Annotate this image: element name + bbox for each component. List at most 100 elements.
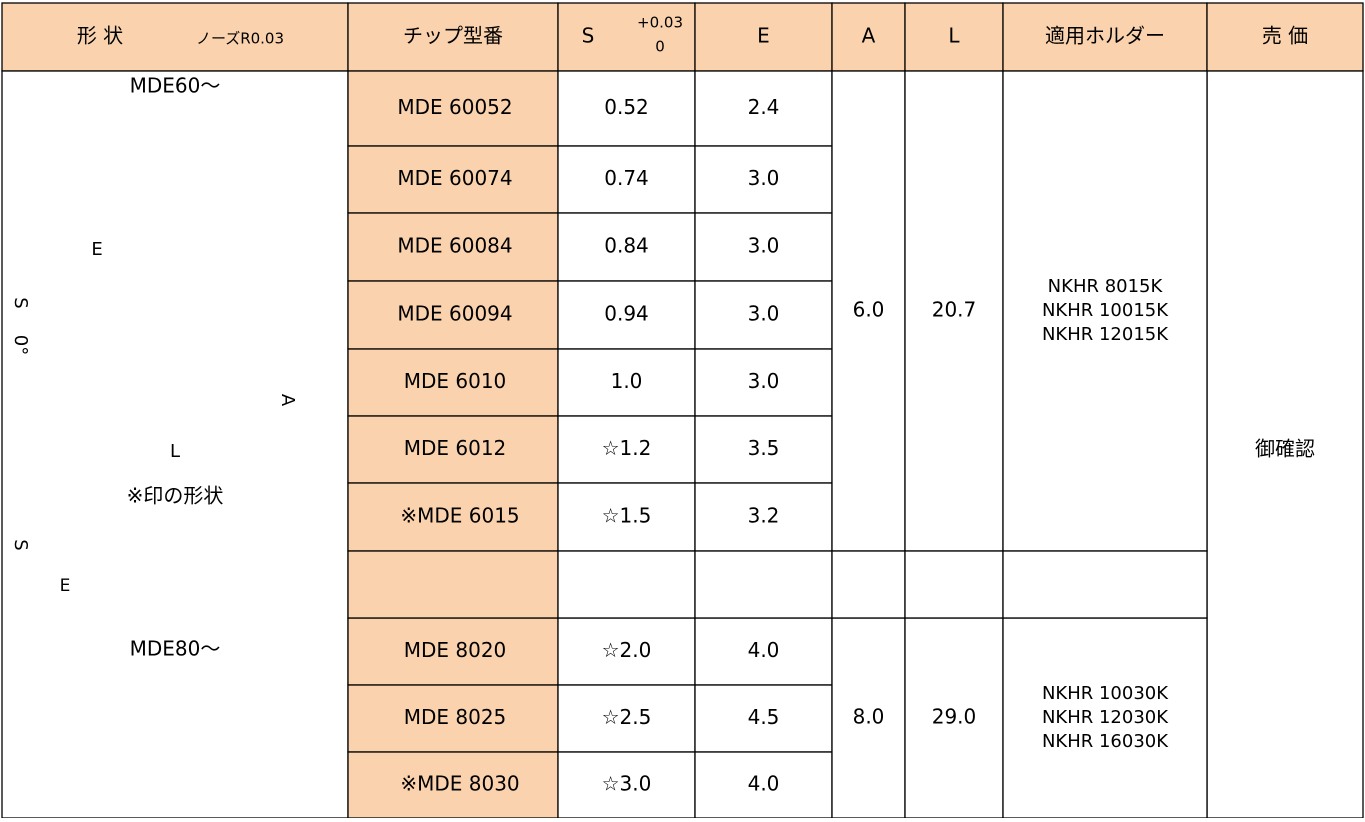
cell bbox=[831, 550, 906, 619]
cell-text: 3.0 bbox=[748, 302, 780, 326]
cell bbox=[1, 2, 349, 72]
cell-text: 1.0 bbox=[611, 369, 643, 393]
cell-text: S bbox=[10, 539, 31, 550]
cell bbox=[557, 348, 696, 417]
cell-text: ノーズR0.03 bbox=[196, 30, 284, 48]
cell-text: 0.52 bbox=[604, 95, 649, 119]
cell bbox=[831, 617, 906, 819]
cell-text: ☆1.5 bbox=[602, 504, 652, 528]
cell bbox=[694, 348, 833, 417]
cell-text: MDE 60094 bbox=[397, 302, 512, 326]
cell-text: 0.74 bbox=[604, 166, 649, 190]
cell bbox=[347, 145, 559, 214]
cell-text: MDE 60052 bbox=[397, 95, 512, 119]
cell-text: MDE 8025 bbox=[404, 705, 507, 729]
cell-text: MDE 60084 bbox=[397, 234, 512, 258]
cell-text: MDE 60074 bbox=[397, 166, 512, 190]
cell-text: NKHR 8015K bbox=[1048, 276, 1164, 297]
cell bbox=[557, 415, 696, 484]
cell bbox=[904, 550, 1004, 619]
cell-text: A bbox=[277, 394, 298, 407]
cell-text: 0 bbox=[655, 38, 665, 56]
cell bbox=[557, 684, 696, 753]
cell-text: 4.5 bbox=[748, 705, 780, 729]
cell-text: ☆1.2 bbox=[602, 436, 652, 460]
cell-text: 売 価 bbox=[1262, 24, 1308, 48]
cell bbox=[347, 482, 559, 552]
cell bbox=[694, 550, 833, 619]
cell-text: 適用ホルダー bbox=[1045, 24, 1165, 48]
cell-text: MDE80〜 bbox=[130, 637, 221, 661]
cell bbox=[1002, 617, 1208, 819]
cell-text: 3.5 bbox=[748, 436, 780, 460]
cell bbox=[557, 550, 696, 619]
cell-text: NKHR 12015K bbox=[1042, 324, 1169, 345]
cell-text: 6.0 bbox=[853, 298, 885, 322]
cell bbox=[1002, 550, 1208, 619]
cell-text: L bbox=[170, 441, 180, 462]
cell bbox=[347, 2, 559, 72]
cell-text: E bbox=[757, 24, 770, 48]
cell-text: 3.0 bbox=[748, 234, 780, 258]
cell bbox=[694, 212, 833, 282]
cell bbox=[557, 145, 696, 214]
cell-text: 3.2 bbox=[748, 504, 780, 528]
cell bbox=[694, 415, 833, 484]
cell bbox=[1002, 70, 1208, 552]
cell-text: A bbox=[862, 24, 876, 48]
cell-text: NKHR 16030K bbox=[1042, 731, 1169, 752]
cell-text: 4.0 bbox=[748, 772, 780, 796]
cell-text: 形 状 bbox=[77, 24, 123, 48]
cell bbox=[1206, 70, 1364, 819]
cell-text: MDE60〜 bbox=[130, 74, 221, 98]
cell bbox=[694, 751, 833, 819]
cell-text: MDE 6010 bbox=[404, 369, 507, 393]
cell-text: MDE 6012 bbox=[404, 436, 507, 460]
cell-text: ☆2.0 bbox=[602, 638, 652, 662]
cell bbox=[347, 70, 559, 147]
cell-text: S bbox=[10, 297, 31, 308]
cell-text: ☆3.0 bbox=[602, 772, 652, 796]
cell bbox=[904, 70, 1004, 552]
cell-text: ☆2.5 bbox=[602, 705, 652, 729]
cell-text: 御確認 bbox=[1255, 437, 1315, 461]
cell-text: ※MDE 8030 bbox=[400, 772, 519, 796]
cell bbox=[557, 70, 696, 147]
cell-text: 0° bbox=[10, 335, 31, 355]
cell-text: L bbox=[948, 24, 960, 48]
cell-text: NKHR 10030K bbox=[1042, 683, 1169, 704]
cell bbox=[557, 280, 696, 350]
cell bbox=[557, 482, 696, 552]
cell bbox=[347, 684, 559, 753]
cell-text: MDE 8020 bbox=[404, 638, 507, 662]
cell-text: 3.0 bbox=[748, 369, 780, 393]
cell bbox=[1, 70, 349, 819]
cell bbox=[694, 617, 833, 686]
cell bbox=[694, 684, 833, 753]
cell bbox=[831, 2, 906, 72]
cell bbox=[1002, 2, 1208, 72]
cell-text: 0.94 bbox=[604, 302, 649, 326]
cell-text: E bbox=[91, 239, 102, 260]
cell bbox=[347, 550, 559, 619]
cell-text: NKHR 12030K bbox=[1042, 707, 1169, 728]
cell bbox=[694, 70, 833, 147]
cell-text: 0.84 bbox=[604, 234, 649, 258]
cell-text: チップ型番 bbox=[403, 24, 503, 48]
cell-text: 20.7 bbox=[932, 298, 977, 322]
cell-text: 8.0 bbox=[853, 705, 885, 729]
cell-text: 2.4 bbox=[748, 95, 780, 119]
cell-text: 29.0 bbox=[932, 705, 977, 729]
cell bbox=[557, 751, 696, 819]
cell bbox=[694, 145, 833, 214]
cell bbox=[904, 2, 1004, 72]
cell-text: S bbox=[582, 24, 595, 48]
cell-text: NKHR 10015K bbox=[1042, 300, 1169, 321]
cell-text: E bbox=[60, 576, 71, 596]
cell-text: 4.0 bbox=[748, 638, 780, 662]
cell bbox=[1206, 2, 1364, 72]
cell bbox=[694, 2, 833, 72]
cell-text: ※MDE 6015 bbox=[400, 504, 519, 528]
cell bbox=[557, 212, 696, 282]
